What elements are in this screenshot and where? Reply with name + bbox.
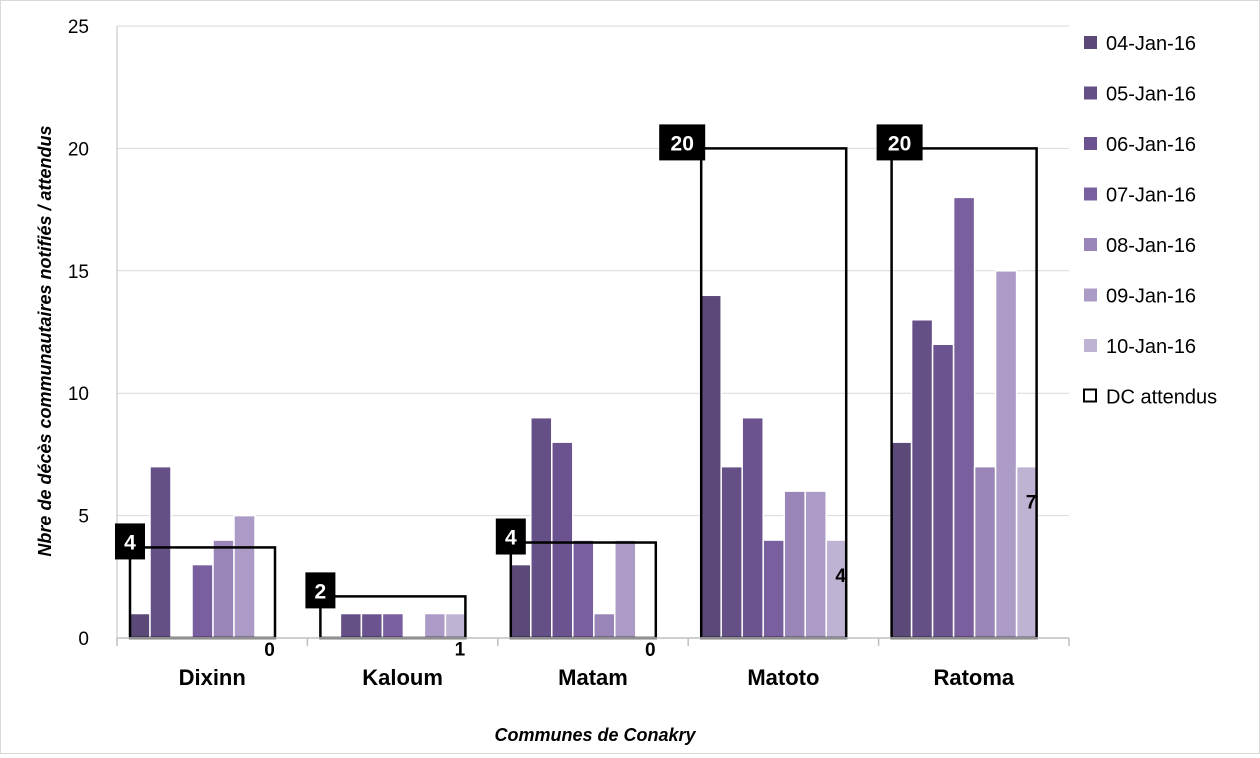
data-label: 1 <box>455 640 466 661</box>
expected-label-bg <box>305 572 336 609</box>
labels-layer: 4 0 2 1 4 0 20 4 20 7 <box>115 124 1036 661</box>
bar <box>804 490 827 639</box>
y-tick-label: 10 <box>68 384 89 405</box>
expected-label: 20 <box>671 132 694 155</box>
legend-swatch <box>1084 187 1097 201</box>
bar <box>551 441 574 639</box>
bar <box>360 612 384 639</box>
data-label: 4 <box>835 566 846 587</box>
bar <box>530 416 553 639</box>
legend-swatch <box>1084 86 1097 100</box>
category-label: Matoto <box>747 665 819 690</box>
bar <box>423 612 447 639</box>
legend-label: 06-Jan-16 <box>1106 134 1196 156</box>
category-label: Kaloum <box>362 665 443 690</box>
expected-label-bg <box>115 523 145 560</box>
bar <box>889 441 913 639</box>
data-label: 0 <box>264 640 275 661</box>
y-tick-label: 15 <box>68 262 89 283</box>
legend-swatch <box>1084 137 1097 150</box>
bar <box>783 490 806 639</box>
bar <box>444 612 468 639</box>
legend-swatch <box>1084 238 1097 251</box>
expected-label: 2 <box>315 580 327 603</box>
expected-label: 4 <box>505 527 517 550</box>
bar <box>741 416 764 639</box>
data-label: 0 <box>645 640 656 661</box>
category-label: Matam <box>558 665 628 690</box>
bar <box>339 612 363 639</box>
legend-label: 08-Jan-16 <box>1106 235 1196 257</box>
bar <box>931 343 955 639</box>
bar <box>973 465 997 639</box>
bar <box>720 465 743 639</box>
y-tick-label: 0 <box>78 629 89 650</box>
bar <box>212 539 235 639</box>
expected-label: 20 <box>888 132 911 155</box>
y-tick-label: 25 <box>68 17 89 38</box>
legend-swatch <box>1084 288 1097 302</box>
legend-label: 10-Jan-16 <box>1106 336 1196 358</box>
bar <box>910 319 934 639</box>
legend-label: 04-Jan-16 <box>1106 33 1196 55</box>
legend-label: 05-Jan-16 <box>1106 84 1196 106</box>
bar <box>994 270 1018 639</box>
bar <box>191 563 214 639</box>
bar <box>699 294 722 639</box>
legend: 04-Jan-16 05-Jan-16 06-Jan-16 07-Jan-16 08-J… <box>1083 33 1217 409</box>
expected-label: 4 <box>124 531 136 554</box>
legend-swatch-expected <box>1083 388 1097 403</box>
legend-swatch <box>1084 36 1097 49</box>
bar <box>149 465 172 639</box>
expected-label-bg <box>876 124 923 161</box>
bar <box>593 612 616 639</box>
y-tick-label: 20 <box>68 139 89 160</box>
data-label: 7 <box>1026 493 1037 514</box>
x-axis-title: Communes de Conakry <box>494 725 696 745</box>
category-label: Ratoma <box>933 665 1014 690</box>
legend-label: 07-Jan-16 <box>1106 185 1196 207</box>
expected-label-bg <box>495 518 526 555</box>
bar <box>381 612 405 639</box>
bar <box>614 539 637 639</box>
bars-layer <box>128 196 1039 639</box>
bar <box>952 196 976 639</box>
bar <box>572 539 595 639</box>
legend-label: DC attendus <box>1106 387 1217 409</box>
bar <box>509 563 532 639</box>
bar <box>825 539 848 639</box>
legend-label: 09-Jan-16 <box>1106 286 1196 308</box>
legend-swatch <box>1084 339 1097 352</box>
bar <box>128 612 151 639</box>
bar <box>233 514 256 639</box>
expected-label-bg <box>659 124 706 161</box>
category-label: Dixinn <box>179 665 246 690</box>
bar <box>762 539 785 639</box>
y-axis-title: Nbre de décès communautaires notifiés / … <box>35 125 55 556</box>
y-tick-label: 5 <box>78 507 89 528</box>
